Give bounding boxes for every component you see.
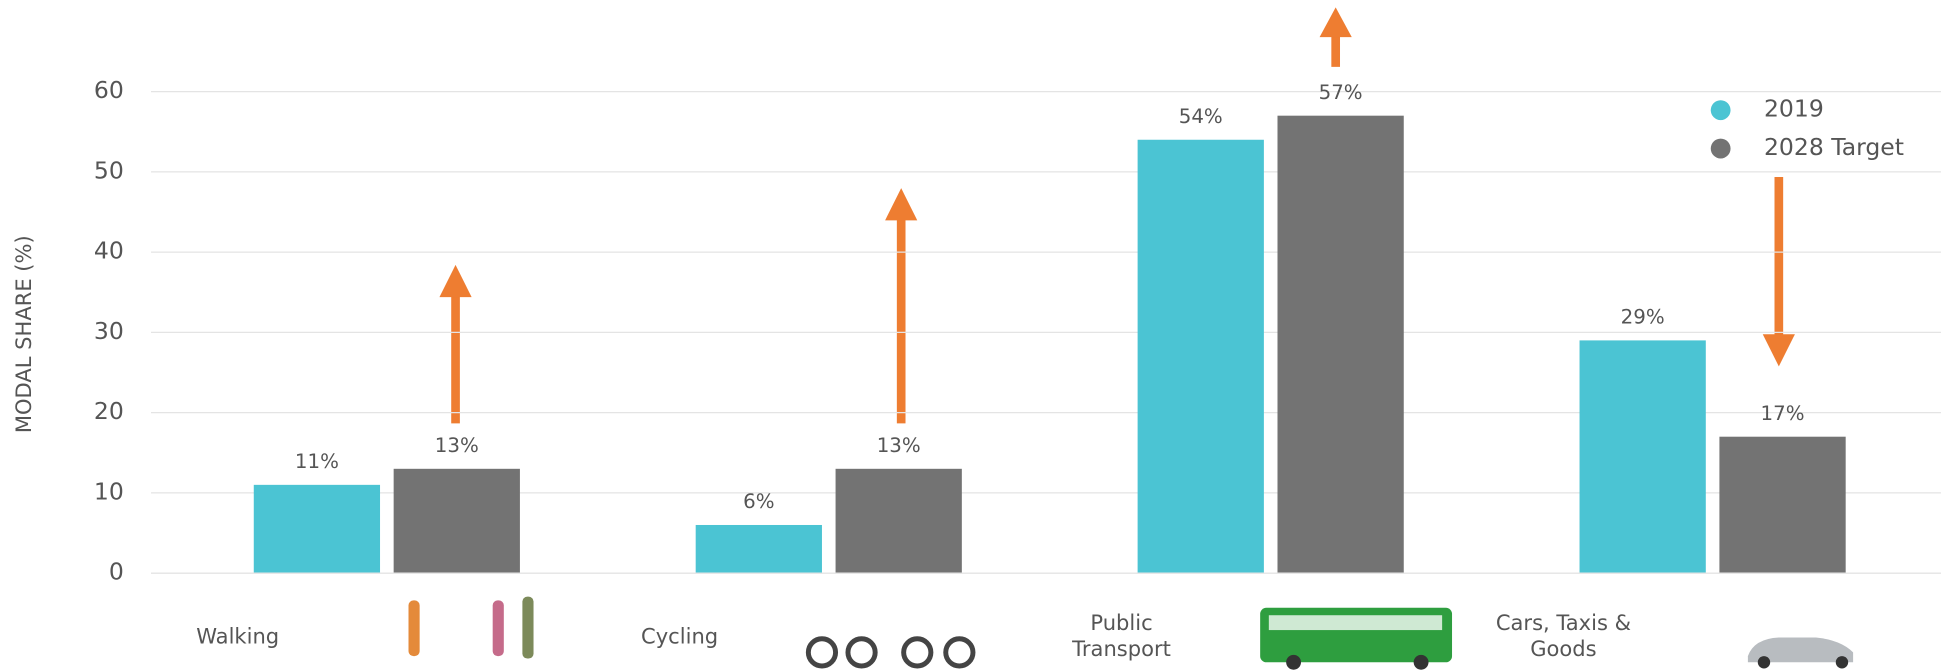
icons <box>408 596 1854 670</box>
bar <box>695 524 822 574</box>
value-label: 57% <box>1319 81 1363 104</box>
legend-label: 2019 <box>1764 95 1824 123</box>
arrows <box>439 7 1795 424</box>
bar <box>1719 436 1846 574</box>
bar <box>1579 340 1706 574</box>
wheel <box>1413 654 1429 670</box>
arrow-head <box>1762 334 1795 367</box>
y-tick-label: 20 <box>94 397 124 425</box>
y-tick-label: 30 <box>94 317 124 345</box>
bike-icon <box>943 636 976 669</box>
bar <box>393 468 520 574</box>
wheel <box>1286 654 1302 670</box>
x-tick-label-box: Public Transport <box>1072 611 1171 663</box>
value-label: 6% <box>743 490 774 513</box>
y-tick-label: 50 <box>94 156 124 184</box>
value-label: 13% <box>435 434 479 457</box>
bar <box>1277 115 1404 574</box>
value-label: 13% <box>877 434 921 457</box>
y-tick-label: 0 <box>109 558 124 586</box>
y-axis-label: MODAL SHARE (%) <box>11 235 36 433</box>
arrow-head <box>439 264 472 298</box>
bike-icon <box>845 636 878 669</box>
bar <box>835 468 962 574</box>
legend-label: 2028 Target <box>1764 133 1904 161</box>
x-tick-label-box: Walking <box>196 624 280 650</box>
walker-icon <box>492 600 504 657</box>
wheel <box>1757 656 1771 669</box>
bus-window <box>1268 615 1443 631</box>
legend-marker <box>1710 100 1731 121</box>
x-tick-label: Cars, Taxis & Goods <box>1495 611 1632 663</box>
y-tick-label: 10 <box>94 477 124 505</box>
legend-marker <box>1710 138 1731 159</box>
bar <box>1137 139 1264 574</box>
bike-icon <box>805 636 839 669</box>
x-tick-label: Public Transport <box>1072 611 1171 663</box>
arrow-head <box>885 188 918 221</box>
x-tick-label-box: Cars, Taxis & Goods <box>1495 611 1632 663</box>
walker-icon <box>522 596 534 659</box>
bar <box>253 484 381 574</box>
value-label: 29% <box>1621 306 1665 329</box>
x-tick-label-box: Cycling <box>641 624 719 650</box>
value-label: 54% <box>1179 105 1223 128</box>
walker-icon <box>408 600 420 657</box>
value-label: 11% <box>295 450 339 473</box>
arrow-head <box>1319 7 1352 38</box>
y-tick-label: 60 <box>94 76 124 104</box>
car-icon <box>1747 637 1854 663</box>
bike-icon <box>901 636 934 669</box>
x-tick-label: Walking <box>196 624 280 650</box>
y-tick-label: 40 <box>94 237 124 265</box>
wheel <box>1835 656 1849 669</box>
value-label: 17% <box>1761 402 1805 425</box>
x-tick-label: Cycling <box>641 624 719 650</box>
